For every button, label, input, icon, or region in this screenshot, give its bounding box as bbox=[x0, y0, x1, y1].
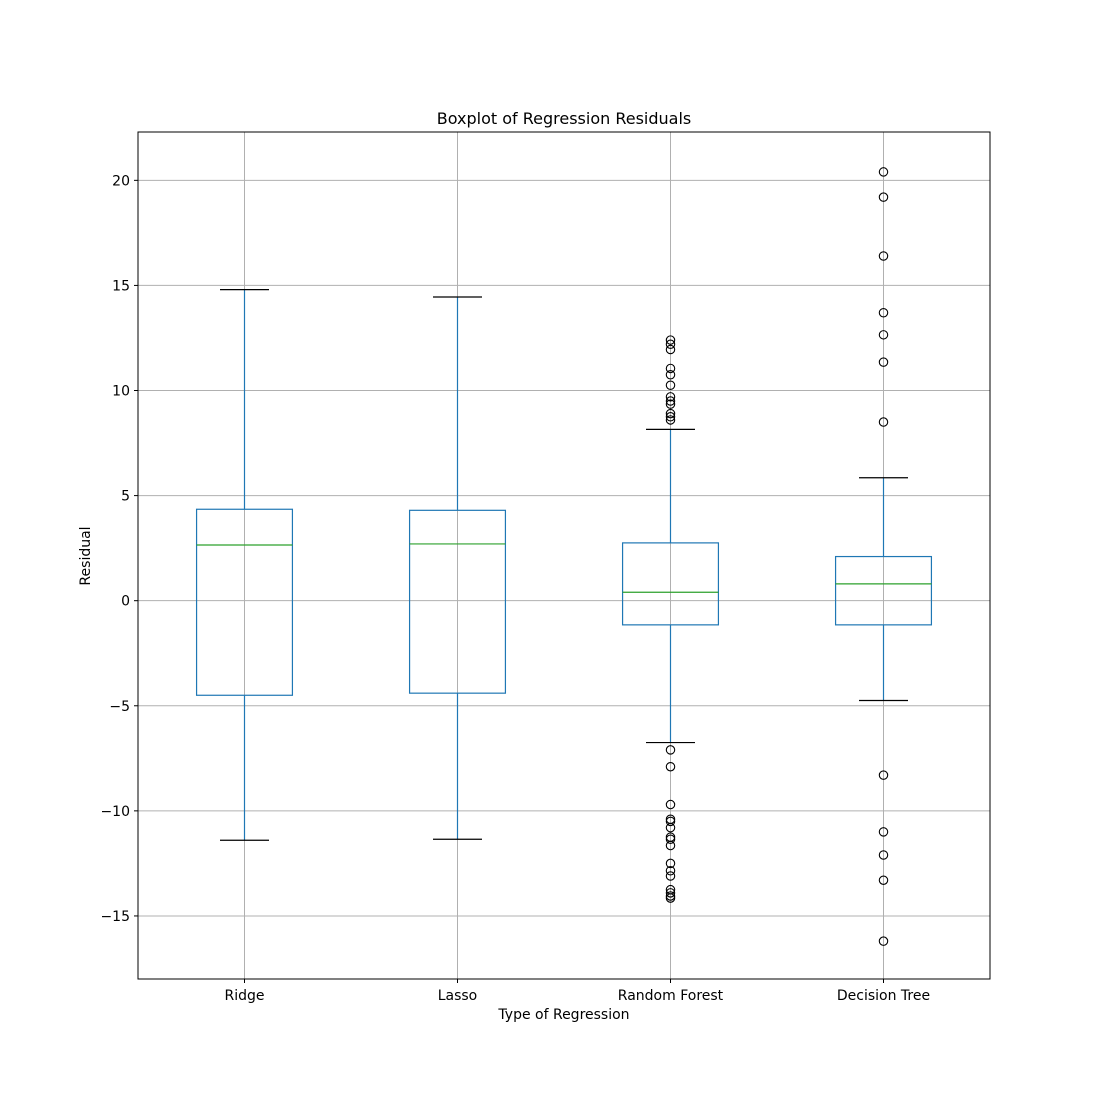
box-group bbox=[408, 296, 507, 840]
outlier-point bbox=[665, 399, 676, 409]
outlier-point bbox=[665, 822, 676, 833]
outlier-point bbox=[878, 330, 889, 340]
outlier-point bbox=[665, 344, 676, 355]
y-tick-label: −15 bbox=[100, 909, 130, 925]
y-tick-label: 20 bbox=[112, 173, 130, 189]
outlier-point bbox=[665, 888, 676, 898]
x-axis-label: Type of Regression bbox=[497, 1007, 629, 1023]
outlier-point bbox=[878, 192, 889, 202]
y-tick-label: 10 bbox=[112, 384, 130, 400]
outlier-point bbox=[665, 893, 676, 903]
outlier-point bbox=[665, 408, 676, 419]
outlier-point bbox=[665, 799, 676, 810]
box-group bbox=[621, 335, 720, 903]
outlier-point bbox=[878, 307, 889, 318]
box-layer bbox=[195, 167, 933, 946]
tick-layer: −15 −10 −5 0 5 10 15 20 Ridge Lasso Random Forest D… bbox=[100, 173, 930, 1004]
outlier-point bbox=[665, 363, 676, 374]
outlier-point bbox=[665, 745, 676, 755]
box-group bbox=[834, 167, 933, 946]
x-tick-label: Decision Tree bbox=[837, 988, 930, 1004]
outlier-point bbox=[665, 370, 676, 380]
iqr-box bbox=[195, 508, 294, 696]
outlier-point bbox=[878, 251, 889, 261]
outlier-point bbox=[878, 827, 889, 837]
outlier-point bbox=[878, 357, 889, 367]
outlier-point bbox=[878, 417, 889, 427]
axes-frame bbox=[137, 131, 991, 980]
outlier-point bbox=[665, 871, 676, 881]
y-tick-label: 15 bbox=[112, 278, 130, 294]
chart-title: Boxplot of Regression Residuals bbox=[437, 109, 692, 128]
outlier-point bbox=[665, 840, 676, 851]
outlier-point bbox=[665, 412, 676, 422]
outlier-point bbox=[878, 936, 889, 946]
y-tick-label: −10 bbox=[100, 804, 130, 820]
outlier-point bbox=[665, 858, 676, 869]
outlier-point bbox=[665, 392, 676, 402]
outlier-point bbox=[665, 415, 676, 425]
x-tick-label: Lasso bbox=[438, 988, 478, 1004]
iqr-box bbox=[834, 555, 933, 626]
outlier-point bbox=[665, 761, 676, 772]
outlier-point bbox=[665, 396, 676, 406]
outlier-point bbox=[878, 167, 889, 177]
x-tick-label: Ridge bbox=[224, 988, 264, 1004]
outlier-point bbox=[878, 770, 889, 780]
outlier-point bbox=[665, 834, 676, 844]
iqr-box bbox=[408, 509, 507, 694]
x-tick-label: Random Forest bbox=[618, 988, 724, 1004]
y-tick-label: −5 bbox=[109, 699, 130, 715]
outlier-point bbox=[665, 866, 676, 876]
iqr-box bbox=[621, 542, 720, 626]
y-axis-label: Residual bbox=[78, 526, 94, 585]
outlier-point bbox=[665, 339, 676, 350]
y-tick-label: 0 bbox=[121, 594, 130, 610]
outlier-point bbox=[665, 335, 676, 345]
outlier-point bbox=[878, 850, 889, 860]
outlier-point bbox=[665, 380, 676, 391]
y-tick-label: 5 bbox=[121, 489, 130, 505]
box-group bbox=[195, 289, 294, 841]
outlier-point bbox=[665, 816, 676, 827]
outlier-point bbox=[878, 875, 889, 885]
